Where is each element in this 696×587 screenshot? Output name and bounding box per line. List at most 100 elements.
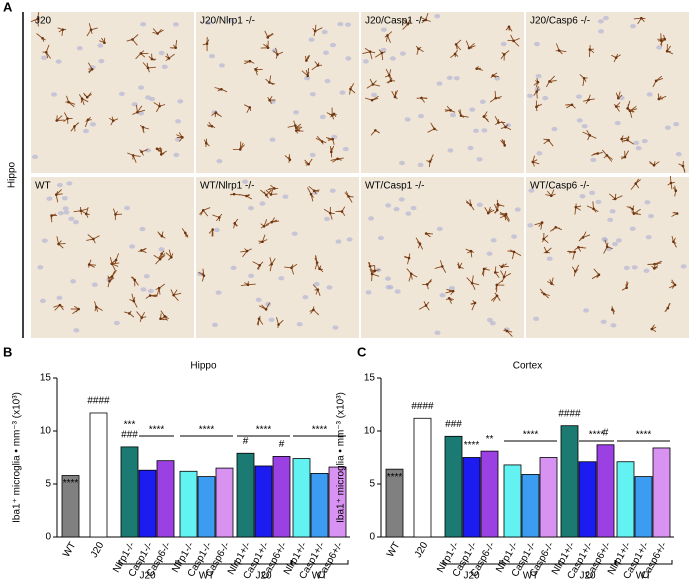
microglia bbox=[312, 284, 321, 296]
microglia bbox=[176, 132, 183, 142]
microglia bbox=[465, 40, 476, 49]
microglia bbox=[555, 43, 567, 55]
microglia bbox=[80, 207, 90, 218]
bar bbox=[444, 435, 463, 538]
microglia bbox=[542, 232, 549, 244]
microglia-body bbox=[626, 138, 629, 142]
microglia-body bbox=[160, 252, 163, 256]
microglia-body bbox=[605, 154, 609, 157]
y-tick-label: 5 bbox=[369, 479, 375, 490]
nucleus bbox=[230, 265, 237, 270]
nucleus bbox=[527, 223, 534, 228]
microglia bbox=[244, 60, 255, 65]
nucleus bbox=[291, 231, 298, 236]
nucleus bbox=[673, 121, 680, 127]
microglia bbox=[588, 45, 595, 58]
bar bbox=[254, 465, 273, 538]
nucleus bbox=[614, 120, 621, 126]
nucleus bbox=[158, 247, 165, 252]
microglia bbox=[301, 68, 310, 77]
microglia bbox=[626, 105, 638, 118]
nucleus bbox=[377, 235, 384, 241]
significance: **** bbox=[387, 472, 403, 483]
significance: **** bbox=[63, 478, 79, 489]
microglia bbox=[229, 193, 241, 196]
microglia-body bbox=[204, 141, 208, 145]
microglia bbox=[323, 206, 335, 220]
microglia bbox=[158, 250, 165, 259]
microglia bbox=[304, 158, 313, 166]
microglia bbox=[284, 154, 291, 163]
microglia bbox=[136, 311, 147, 323]
nucleus bbox=[481, 128, 488, 133]
microglia-body bbox=[409, 272, 413, 276]
nucleus bbox=[609, 209, 616, 214]
microglia-body bbox=[587, 98, 590, 102]
microglia-body bbox=[440, 265, 444, 268]
nucleus bbox=[656, 45, 663, 50]
nucleus bbox=[63, 210, 70, 215]
significance: # bbox=[603, 427, 609, 438]
y-axis-label: Iba1⁺ microglia • mm⁻³ (x10³) bbox=[12, 392, 23, 523]
microglia-body bbox=[592, 207, 595, 211]
microglia bbox=[402, 19, 411, 30]
microglia bbox=[565, 104, 576, 109]
bar bbox=[61, 475, 80, 538]
microglia-body bbox=[139, 52, 143, 55]
microglia bbox=[391, 89, 398, 100]
microglia-body bbox=[269, 193, 273, 196]
microglia-body bbox=[614, 105, 618, 108]
microglia-body bbox=[61, 28, 65, 31]
nucleus bbox=[90, 122, 97, 127]
microglia bbox=[434, 260, 447, 273]
microglia bbox=[165, 249, 174, 261]
microglia bbox=[139, 149, 148, 156]
microglia bbox=[621, 135, 630, 143]
microglia-body bbox=[535, 105, 538, 109]
microglia-body bbox=[659, 39, 663, 42]
microglia-body bbox=[133, 278, 136, 282]
microglia-body bbox=[248, 106, 252, 109]
microglia bbox=[494, 266, 500, 278]
microglia-body bbox=[294, 124, 297, 127]
nucleus bbox=[371, 92, 378, 98]
microglia bbox=[543, 138, 554, 147]
microglia-body bbox=[183, 231, 187, 235]
microglia-body bbox=[132, 299, 136, 303]
microglia bbox=[130, 276, 139, 287]
microglia bbox=[672, 185, 677, 197]
significance: # bbox=[279, 439, 285, 450]
microglia-body bbox=[634, 182, 638, 185]
nucleus bbox=[37, 265, 44, 270]
microglia-body bbox=[268, 81, 271, 84]
microglia bbox=[657, 93, 667, 100]
microglia-body bbox=[245, 249, 249, 253]
microglia-body bbox=[257, 317, 261, 321]
nucleus bbox=[436, 226, 443, 232]
nucleus bbox=[138, 85, 145, 90]
microglia bbox=[211, 112, 222, 118]
group-bracket bbox=[614, 560, 673, 565]
microglia bbox=[652, 75, 664, 88]
microglia-body bbox=[536, 80, 540, 84]
microglia bbox=[55, 189, 63, 203]
microglia bbox=[484, 206, 495, 214]
nucleus bbox=[398, 197, 405, 202]
microglia bbox=[284, 263, 298, 275]
microglia bbox=[647, 260, 662, 266]
group-bracket bbox=[442, 560, 501, 565]
nucleus bbox=[149, 96, 156, 102]
microglia bbox=[539, 288, 551, 299]
microglia-body bbox=[202, 274, 206, 277]
microglia-body bbox=[459, 114, 463, 117]
microglia bbox=[307, 187, 314, 202]
bar bbox=[236, 452, 255, 538]
nucleus bbox=[346, 237, 353, 242]
microglia bbox=[630, 178, 641, 190]
microglia bbox=[404, 253, 411, 265]
microglia-body bbox=[494, 96, 497, 100]
group-label: J20 bbox=[255, 571, 272, 582]
nucleus bbox=[472, 128, 479, 133]
nucleus bbox=[197, 271, 204, 276]
bar bbox=[310, 472, 329, 538]
